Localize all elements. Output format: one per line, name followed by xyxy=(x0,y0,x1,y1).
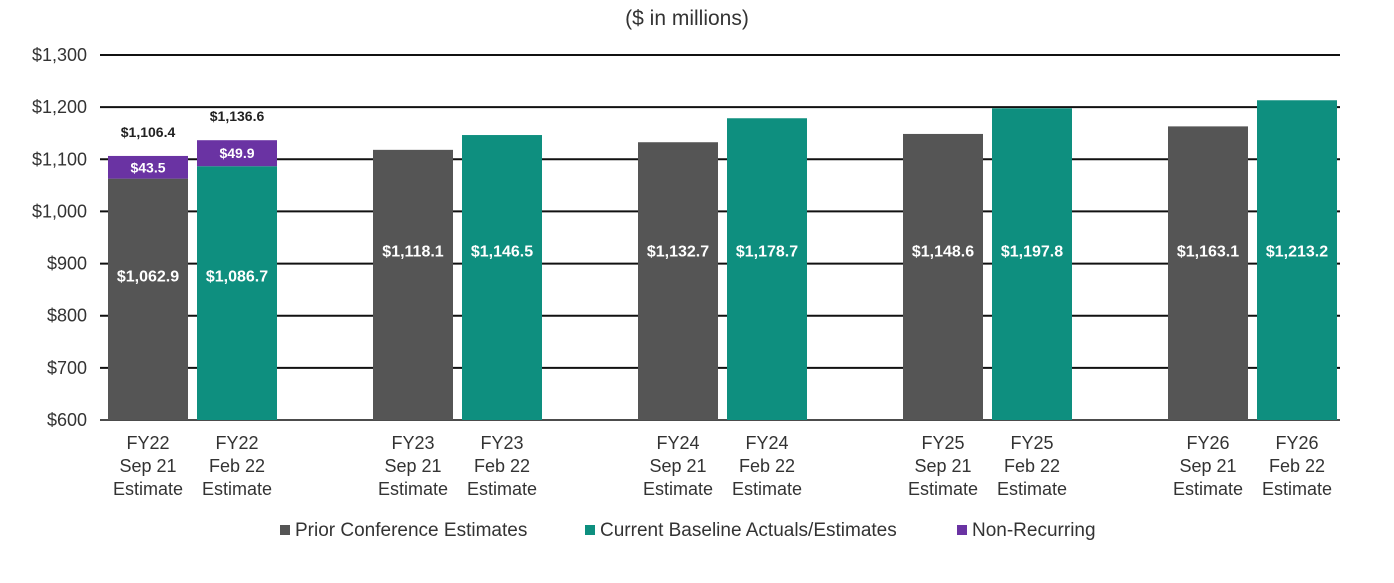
gridlines xyxy=(100,54,1340,421)
y-tick-label: $600 xyxy=(47,410,87,430)
bars: $1,062.9 $43.5 $1,106.4 $1,086.7 $49.9 $1,136… xyxy=(108,100,1337,421)
nonrecurring-value-label: $49.9 xyxy=(219,145,254,161)
y-tick-label: $700 xyxy=(47,358,87,378)
bar-fy25-sep21 xyxy=(903,133,983,421)
x-tick-label: FY26 xyxy=(1275,433,1318,453)
bar-fy24-feb22 xyxy=(727,118,807,421)
bar-fy26-sep21 xyxy=(1168,126,1248,420)
x-tick-label: FY24 xyxy=(745,433,788,453)
x-tick-label: Feb 22 xyxy=(474,456,530,476)
bar-value-label: $1,213.2 xyxy=(1266,244,1328,261)
x-tick-label: Estimate xyxy=(1262,479,1332,499)
bar-value-label: $1,132.7 xyxy=(647,244,709,261)
x-tick-label: FY22 xyxy=(215,433,258,453)
x-tick-label: Estimate xyxy=(202,479,272,499)
legend-label: Current Baseline Actuals/Estimates xyxy=(600,520,897,541)
nonrecurring-value-label: $43.5 xyxy=(130,159,165,175)
x-tick-label: FY22 xyxy=(126,433,169,453)
x-tick-label: Sep 21 xyxy=(914,456,971,476)
bar-value-label: $1,118.1 xyxy=(382,244,444,261)
bar-fy22-feb22 xyxy=(197,166,277,420)
bar-value-label: $1,146.5 xyxy=(471,244,533,261)
bar-total-label: $1,136.6 xyxy=(210,108,265,124)
bar-fy25-feb22 xyxy=(992,108,1072,420)
y-axis: $600 $700 $800 $900 $1,000 $1,100 $1,200 $1,300 xyxy=(32,45,87,430)
x-tick-label: Estimate xyxy=(997,479,1067,499)
y-tick-label: $800 xyxy=(47,306,87,326)
bar-fy23-feb22 xyxy=(462,135,542,420)
legend-swatch xyxy=(585,525,595,535)
x-tick-label: FY25 xyxy=(1010,433,1053,453)
x-tick-label: Feb 22 xyxy=(1269,456,1325,476)
legend: Prior Conference Estimates Current Baseli… xyxy=(280,520,1096,541)
legend-swatch xyxy=(957,525,967,535)
bar-fy23-sep21 xyxy=(373,149,453,421)
x-tick-label: Estimate xyxy=(113,479,183,499)
x-tick-label: Estimate xyxy=(1173,479,1243,499)
x-tick-label: Estimate xyxy=(908,479,978,499)
x-tick-label: Estimate xyxy=(378,479,448,499)
bar-value-label: $1,197.8 xyxy=(1001,244,1063,261)
bar-value-label: $1,163.1 xyxy=(1177,244,1239,261)
y-tick-label: $1,300 xyxy=(32,45,87,65)
chart-subtitle: ($ in millions) xyxy=(625,7,749,30)
y-tick-label: $1,200 xyxy=(32,97,87,117)
x-tick-label: FY23 xyxy=(391,433,434,453)
y-tick-label: $900 xyxy=(47,254,87,274)
bar-nonrecurring-segment xyxy=(108,155,188,179)
x-tick-label: Sep 21 xyxy=(384,456,441,476)
x-axis: FY22 Sep 21 Estimate FY22 Feb 22 Estimate FY23… xyxy=(113,433,1332,499)
y-tick-label: $1,100 xyxy=(32,149,87,169)
bar-nonrecurring-segment xyxy=(197,140,277,167)
x-tick-label: FY26 xyxy=(1186,433,1229,453)
bar-value-label: $1,148.6 xyxy=(912,244,974,261)
x-tick-label: Estimate xyxy=(467,479,537,499)
bar-value-label: $1,062.9 xyxy=(117,269,179,286)
legend-label: Non-Recurring xyxy=(972,520,1096,541)
x-tick-label: Feb 22 xyxy=(739,456,795,476)
bar-value-label: $1,086.7 xyxy=(206,269,268,286)
x-tick-label: Feb 22 xyxy=(209,456,265,476)
x-tick-label: Sep 21 xyxy=(1179,456,1236,476)
x-tick-label: FY25 xyxy=(921,433,964,453)
bar-fy24-sep21 xyxy=(638,142,718,421)
x-tick-label: FY23 xyxy=(480,433,523,453)
x-tick-label: Sep 21 xyxy=(119,456,176,476)
legend-swatch xyxy=(280,525,290,535)
bar-total-label: $1,106.4 xyxy=(121,124,176,140)
legend-label: Prior Conference Estimates xyxy=(295,520,527,541)
y-tick-label: $1,000 xyxy=(32,201,87,221)
x-tick-label: Estimate xyxy=(732,479,802,499)
x-tick-label: Estimate xyxy=(643,479,713,499)
bar-fy22-sep21 xyxy=(108,178,188,420)
bar-value-label: $1,178.7 xyxy=(736,244,798,261)
x-tick-label: Sep 21 xyxy=(649,456,706,476)
x-tick-label: Feb 22 xyxy=(1004,456,1060,476)
x-tick-label: FY24 xyxy=(656,433,699,453)
bar-fy26-feb22 xyxy=(1257,100,1337,420)
